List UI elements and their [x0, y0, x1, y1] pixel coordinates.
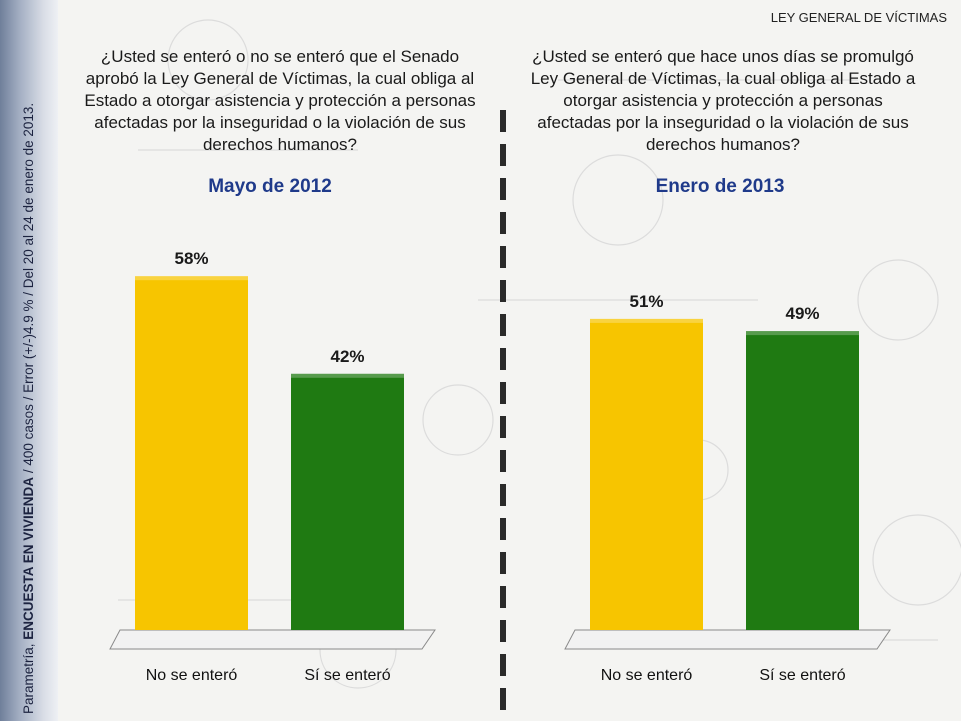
- bar-no-se-entero: [590, 318, 703, 630]
- sidebar-methodology-text: Parametría, ENCUESTA EN VIVIENDA / 400 c…: [21, 102, 36, 714]
- bar-value-label: 42%: [330, 347, 364, 366]
- bar-chart-right: 51% No se enteró 49% Sí se enteró: [564, 292, 891, 684]
- chart-floor: [109, 629, 436, 650]
- bar-value-label: 49%: [785, 304, 819, 323]
- sidebar-strip: Parametría, ENCUESTA EN VIVIENDA / 400 c…: [0, 0, 58, 721]
- question-right: ¿Usted se enteró que hace unos días se p…: [530, 47, 916, 154]
- bar-top-highlight: [135, 276, 248, 281]
- bar-value-label: 58%: [174, 249, 208, 268]
- chart-floor: [564, 629, 891, 650]
- bar-value-label: 51%: [629, 292, 663, 311]
- bar-top-highlight: [746, 331, 859, 336]
- period-title-right: Enero de 2013: [655, 176, 785, 197]
- bar-top-highlight: [291, 373, 404, 378]
- dashed-divider: [500, 110, 506, 710]
- bar-si-se-entero: [746, 331, 859, 630]
- period-title-left: Mayo de 2012: [208, 176, 332, 197]
- bar-top-highlight: [590, 318, 703, 323]
- category-label: No se enteró: [146, 667, 238, 684]
- bar-no-se-entero: [135, 276, 248, 630]
- header-title: LEY GENERAL DE VÍCTIMAS: [770, 10, 947, 25]
- category-label: Sí se enteró: [304, 667, 390, 684]
- category-label: Sí se enteró: [759, 667, 845, 684]
- question-left: ¿Usted se enteró o no se enteró que el S…: [84, 47, 476, 154]
- bar-chart-left: 58% No se enteró 42% Sí se enteró: [109, 249, 436, 684]
- category-label: No se enteró: [601, 667, 693, 684]
- bar-si-se-entero: [291, 373, 404, 630]
